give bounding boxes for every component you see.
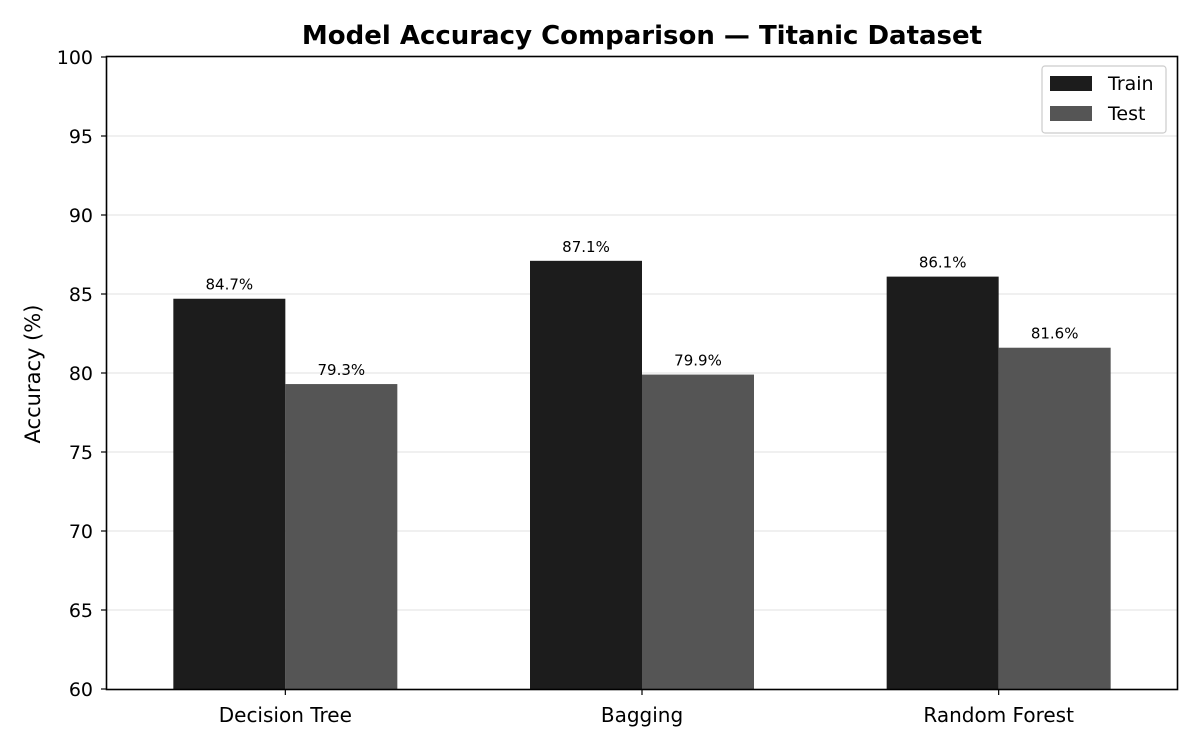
y-tick-label: 75 <box>69 442 93 464</box>
bars <box>173 260 1111 689</box>
bar-train-decision-tree <box>173 298 286 689</box>
bar-test-random-forest <box>998 347 1111 689</box>
x-axis: Decision Tree Bagging Random Forest <box>219 689 1074 727</box>
y-tick-label: 85 <box>69 284 93 306</box>
x-tick-label: Bagging <box>601 703 683 727</box>
y-tick-label: 90 <box>69 205 93 227</box>
y-tick-label: 80 <box>69 363 93 385</box>
bar-train-random-forest <box>886 276 999 689</box>
legend: Train Test <box>1041 65 1167 134</box>
legend-swatch-train <box>1050 76 1092 91</box>
bar-test-bagging <box>642 374 754 689</box>
legend-swatch-test <box>1050 106 1092 121</box>
y-axis-label: Accuracy (%) <box>21 305 45 444</box>
bar-value-label: 79.9% <box>674 352 722 370</box>
value-labels: 84.7% 79.3% 87.1% 79.9% 86.1% 81.6% <box>206 238 1079 379</box>
bar-train-bagging <box>530 260 642 689</box>
y-tick-label: 95 <box>69 126 93 148</box>
bar-value-label: 84.7% <box>206 276 254 294</box>
y-axis: 60 65 70 75 80 85 90 95 100 <box>57 47 107 701</box>
y-tick-label: 60 <box>69 679 93 701</box>
legend-label-train: Train <box>1107 73 1154 95</box>
y-tick-label: 100 <box>57 47 93 69</box>
bar-value-label: 79.3% <box>318 361 366 379</box>
bar-value-label: 81.6% <box>1031 325 1079 343</box>
x-tick-label: Decision Tree <box>219 703 352 727</box>
chart-title: Model Accuracy Comparison — Titanic Data… <box>302 21 982 51</box>
legend-label-test: Test <box>1107 103 1145 125</box>
y-tick-label: 65 <box>69 600 93 622</box>
y-tick-label: 70 <box>69 521 93 543</box>
bar-test-decision-tree <box>285 384 398 689</box>
bar-value-label: 86.1% <box>919 254 967 272</box>
bar-value-label: 87.1% <box>562 238 610 256</box>
x-tick-label: Random Forest <box>923 703 1074 727</box>
